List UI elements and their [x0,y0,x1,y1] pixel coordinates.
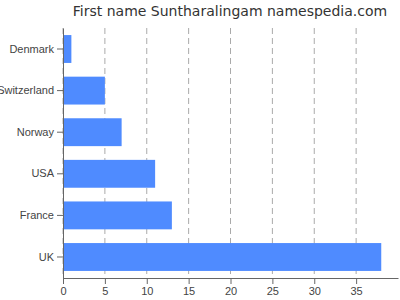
grid-line [188,28,189,278]
grid-line [104,28,105,278]
grid-line [63,28,64,278]
y-tick-label: USA [31,167,54,179]
chart: First name Suntharalingam namespedia.com… [0,0,400,300]
y-axis-line [63,29,64,279]
grid [63,28,356,278]
y-tick-label: Switzerland [0,84,54,96]
y-tick-mark [57,215,63,216]
x-tick-label: 25 [267,285,279,297]
x-tick-label: 0 [60,285,66,297]
bar [63,35,71,63]
grid-line [230,28,231,278]
x-tick: 15 [183,278,195,297]
y-axis: Denmark Switzerland Norway USA France UK [0,29,64,279]
x-tick-label: 35 [351,285,363,297]
y-tick: UK [39,251,63,263]
x-tick-label: 10 [141,285,153,297]
y-tick-mark [57,256,63,257]
bar [63,77,105,105]
x-tick-mark [147,278,148,284]
x-tick-mark [63,278,64,284]
x-tick: 5 [102,278,108,297]
x-tick-mark [189,278,190,284]
x-tick-mark [105,278,106,284]
x-tick: 20 [225,278,237,297]
x-axis: 0 5 10 15 20 25 30 35 [60,278,398,297]
x-tick-label: 5 [102,285,108,297]
x-tick-mark [231,278,232,284]
grid-line [146,28,147,278]
x-tick: 25 [267,278,279,297]
grid-line [314,28,315,278]
bar [63,243,381,271]
y-tick-label: France [20,209,54,221]
y-tick-mark [57,49,63,50]
grid-line [356,28,357,278]
y-tick: Denmark [9,43,63,55]
y-tick: Switzerland [0,84,63,96]
y-tick-label: Denmark [9,43,54,55]
bar [63,201,172,229]
grid-line [272,28,273,278]
x-tick: 0 [60,278,66,297]
y-tick-label: UK [39,251,55,263]
y-tick-label: Norway [17,126,55,138]
bar [63,160,155,188]
y-tick: USA [31,167,63,179]
y-tick-mark [57,90,63,91]
x-tick-label: 15 [183,285,195,297]
y-tick: France [20,209,63,221]
x-tick-mark [314,278,315,284]
y-tick-mark [57,132,63,133]
y-tick-mark [57,173,63,174]
x-tick-mark [356,278,357,284]
bars [63,35,381,271]
x-tick: 30 [309,278,321,297]
x-tick-label: 30 [309,285,321,297]
x-tick-mark [272,278,273,284]
plot: 0 5 10 15 20 25 30 35 Denmark Switzerland Norway US… [0,28,399,297]
title: First name Suntharalingam namespedia.com [73,3,387,19]
bar [63,118,122,146]
x-tick-label: 20 [225,285,237,297]
x-tick: 35 [351,278,363,297]
x-tick: 10 [141,278,153,297]
y-tick: Norway [17,126,63,138]
